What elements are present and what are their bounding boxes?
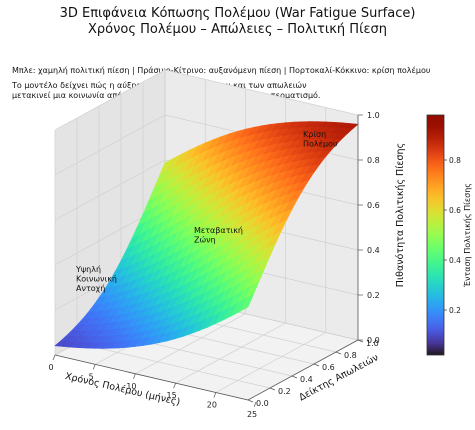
- chart-title-line2: Χρόνος Πολέμου – Απώλειες – Πολιτική Πίε…: [88, 22, 387, 37]
- colorbar-label: Ένταση Πολιτικής Πίεσης: [463, 183, 472, 288]
- annotation-line: Αντοχή: [76, 284, 105, 293]
- annotation-2: Μεταβατική Ζώνη: [194, 226, 243, 245]
- z-tick-label: 0.4: [367, 246, 380, 255]
- z-tick-label: 0.2: [367, 291, 380, 300]
- y-tick-mark: [313, 363, 320, 367]
- z-tick-label: 0.0: [367, 336, 380, 345]
- x-tick-mark: [133, 373, 136, 379]
- y-tick-label: 0.8: [344, 351, 357, 360]
- x-tick-label: 5: [89, 372, 94, 381]
- surface-mesh: [54, 121, 359, 349]
- annotation-line: Ζώνη: [194, 235, 216, 245]
- y-tick-label: 1.0: [366, 339, 379, 348]
- z-tick-label: 0.8: [367, 156, 380, 165]
- x-tick-mark: [253, 401, 257, 408]
- colorbar-tick-label: 0.2: [449, 306, 461, 315]
- annotations: Υψηλή Κοινωνική Αντοχή Μεταβατική Ζώνη Κρίση Π…: [75, 130, 338, 293]
- annotation-3: Κρίση Πολέμου: [303, 130, 338, 149]
- y-tick-label: 0.4: [300, 375, 313, 384]
- annotation-1: Υψηλή Κοινωνική Αντοχή: [75, 265, 117, 293]
- z-tick-label: 0.6: [367, 201, 380, 210]
- x-tick-label: 10: [126, 382, 136, 391]
- colorbar-tick-label: 0.4: [449, 256, 461, 265]
- y-tick-label: 0.2: [278, 387, 291, 396]
- z-tick-label: 1.0: [367, 111, 380, 120]
- annotation-line: Μεταβατική: [194, 226, 243, 235]
- y-tick-label: 0.6: [322, 363, 335, 372]
- grid-line-z: [54, 69, 359, 131]
- chart-title-line1: 3D Επιφάνεια Κόπωσης Πολέμου (War Fatigu…: [59, 6, 416, 21]
- colorbar-bar: [426, 114, 445, 356]
- x-tick-mark: [92, 364, 96, 370]
- colorbar-tick-label: 0.8: [449, 156, 461, 165]
- annotation-line: Πολέμου: [303, 139, 338, 149]
- x-tick-label: 15: [167, 391, 177, 400]
- x-tick-label: 25: [247, 410, 257, 419]
- x-tick-mark: [173, 382, 176, 389]
- y-axis-line: [247, 339, 359, 401]
- x-tick-label: 0: [48, 363, 53, 372]
- x-tick-label: 20: [207, 401, 217, 410]
- x-tick-mark: [52, 354, 56, 361]
- z-axis-label: Πιθανότητα Πολιτικής Πίεσης: [395, 143, 406, 287]
- colorbar: 0.2 0.4 0.6 0.8 Ένταση Πολιτικής Πίεσης: [426, 114, 472, 356]
- y-tick-mark: [269, 387, 276, 391]
- annotation-line: Υψηλή: [75, 265, 101, 274]
- y-tick-label: 0.0: [256, 399, 269, 408]
- surface-patch: [239, 293, 255, 313]
- y-tick-mark: [291, 375, 298, 379]
- y-tick-mark: [335, 351, 342, 355]
- annotation-line: Κρίση: [303, 130, 326, 139]
- x-tick-mark: [213, 392, 217, 398]
- legend-note: Μπλε: χαμηλή πολιτική πίεση | Πράσινο-Κί…: [12, 66, 431, 75]
- colorbar-tick-label: 0.6: [449, 206, 461, 215]
- annotation-line: Κοινωνική: [76, 275, 117, 284]
- y-tick-mark: [247, 399, 254, 403]
